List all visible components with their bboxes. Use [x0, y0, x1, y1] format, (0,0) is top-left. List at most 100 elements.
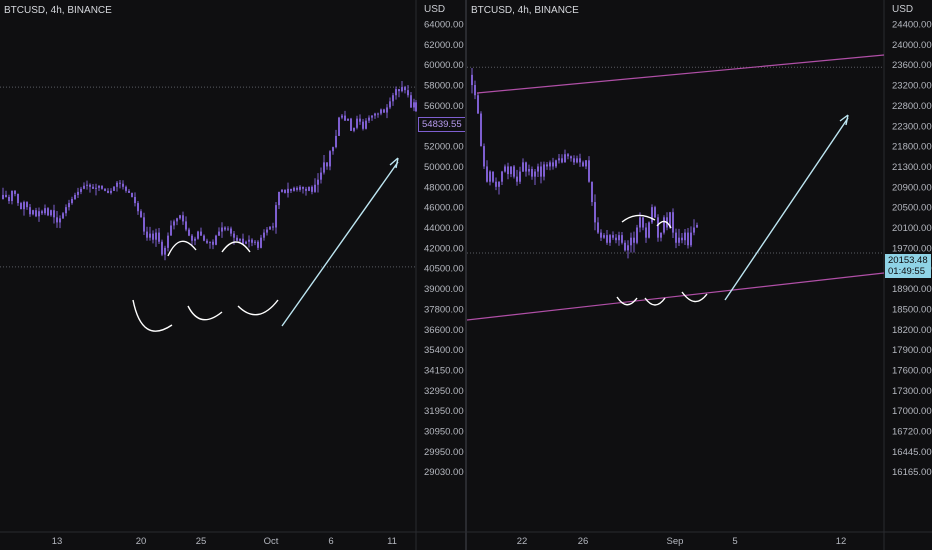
y-tick-label: 23200.00: [892, 81, 932, 92]
candle-body: [266, 229, 268, 233]
candle-body: [651, 207, 653, 223]
candle-body: [170, 225, 172, 236]
candle-body: [615, 237, 617, 241]
candle-body: [245, 241, 247, 244]
candle-body: [218, 231, 220, 236]
candle-body: [158, 232, 160, 242]
candle-body: [386, 107, 388, 113]
candle-body: [191, 235, 193, 241]
pattern-annotation-arc: [221, 241, 251, 253]
candle-body: [642, 217, 644, 228]
candle-body: [415, 102, 417, 112]
candle-body: [74, 194, 76, 200]
left-chart-panel[interactable]: 64000.00 62000.00 60000.00 58000.00 56000.00…: [0, 0, 466, 550]
candle-body: [215, 235, 217, 245]
candle-body: [89, 184, 91, 187]
candle-body: [182, 215, 184, 222]
candle-body: [606, 235, 608, 243]
candle-body: [20, 203, 22, 210]
candle-body: [188, 229, 190, 236]
right-chart-panel[interactable]: 24400.00 24000.00 23600.00 23200.00 22800.00…: [467, 0, 932, 550]
candle-body: [140, 211, 142, 218]
y-tick-label: 52000.00: [424, 142, 464, 153]
candle-body: [639, 217, 641, 228]
candle-body: [684, 232, 686, 241]
candle-body: [555, 160, 557, 167]
candle-body: [164, 247, 166, 255]
candle-body: [413, 102, 415, 108]
candle-body: [317, 179, 319, 185]
candle-body: [137, 203, 139, 212]
candle-body: [368, 117, 370, 121]
candle-body: [392, 95, 394, 102]
y-tick-label: 20900.00: [892, 182, 932, 193]
y-tick-label: 17300.00: [892, 386, 932, 397]
candle-body: [62, 213, 64, 219]
candle-body: [119, 182, 121, 184]
candle-body: [272, 226, 274, 228]
y-tick-label: 16720.00: [892, 427, 932, 438]
x-tick-label: 11: [387, 536, 397, 547]
candle-body: [143, 217, 145, 232]
candle-body: [32, 210, 34, 215]
candle-body: [254, 241, 256, 243]
panel-divider[interactable]: [465, 0, 467, 550]
candle-body: [504, 166, 506, 172]
pattern-annotation-arc: [167, 240, 197, 257]
candle-body: [149, 233, 151, 238]
candle-body: [38, 211, 40, 217]
candle-body: [681, 237, 683, 241]
candle-body: [404, 87, 406, 91]
candle-body: [86, 184, 88, 186]
candle-body: [251, 239, 253, 243]
candle-body: [471, 74, 473, 86]
candle-body: [540, 166, 542, 177]
candle-body: [510, 166, 512, 175]
pattern-annotation-arc: [616, 296, 638, 306]
candle-body: [128, 190, 130, 193]
candle-body: [660, 232, 662, 238]
y-tick-label: 19700.00: [892, 243, 932, 254]
candle-body: [224, 227, 226, 230]
candle-body: [669, 212, 671, 228]
candle-body: [576, 158, 578, 163]
candle-body: [23, 202, 25, 210]
candle-body: [227, 228, 229, 230]
x-tick-label: 6: [328, 536, 333, 547]
x-tick-label: 20: [136, 536, 147, 547]
candle-body: [14, 190, 16, 194]
candle-body: [687, 232, 689, 246]
candle-body: [212, 241, 214, 245]
candle-body: [284, 189, 286, 193]
left-chart-canvas[interactable]: 64000.00 62000.00 60000.00 58000.00 56000.00…: [0, 0, 465, 550]
candle-body: [498, 181, 500, 187]
candle-body: [281, 189, 283, 192]
candle-body: [203, 235, 205, 241]
right-y-axis-unit: USD: [892, 4, 914, 15]
right-chart-canvas[interactable]: 24400.00 24000.00 23600.00 23200.00 22800.00…: [467, 0, 932, 550]
candle-body: [41, 211, 43, 214]
candle-body: [549, 162, 551, 167]
candle-body: [678, 237, 680, 243]
candle-body: [558, 158, 560, 161]
candle-body: [489, 171, 491, 182]
candle-body: [690, 232, 692, 246]
candle-body: [507, 166, 509, 175]
y-tick-label: 44000.00: [424, 223, 464, 234]
right-current-price: 20153.48: [888, 255, 928, 266]
candle-body: [477, 95, 479, 114]
y-tick-label: 18200.00: [892, 325, 932, 336]
candle-body: [344, 115, 346, 121]
candle-body: [546, 164, 548, 167]
y-tick-label: 35400.00: [424, 345, 464, 356]
candle-body: [107, 190, 109, 193]
trend-arrow-head: [839, 114, 849, 126]
right-current-price-badge: 20153.48 01:49:55: [885, 254, 931, 278]
candle-body: [116, 182, 118, 187]
y-tick-label: 56000.00: [424, 101, 464, 112]
y-tick-label: 42000.00: [424, 243, 464, 254]
candle-body: [567, 154, 569, 157]
candle-body: [645, 227, 647, 238]
candle-body: [206, 240, 208, 243]
candle-body: [513, 166, 515, 177]
